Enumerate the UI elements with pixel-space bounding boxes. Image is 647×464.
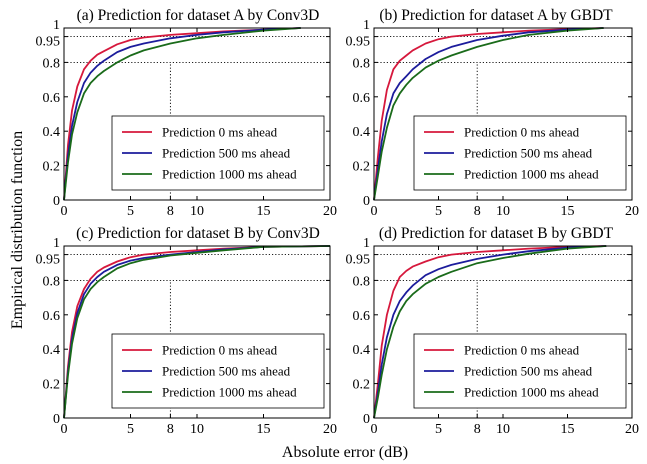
y-tick-label: 0 bbox=[53, 194, 60, 209]
y-tick-label: 0.2 bbox=[43, 160, 61, 175]
x-tick-label: 0 bbox=[371, 204, 378, 219]
y-tick-label: 0.2 bbox=[353, 378, 371, 393]
legend-label: Prediction 500 ms ahead bbox=[162, 146, 291, 161]
panel-title: (c) Prediction for dataset B by Conv3D bbox=[76, 225, 320, 242]
y-tick-label: 1 bbox=[53, 236, 60, 251]
y-tick-label: 0.95 bbox=[346, 253, 371, 268]
panel-c: (c) Prediction for dataset B by Conv3D 0… bbox=[36, 225, 338, 437]
legend-label: Prediction 1000 ms ahead bbox=[162, 167, 297, 182]
panel-a: (a) Prediction for dataset A by Conv3D 0… bbox=[36, 7, 338, 219]
y-tick-label: 0 bbox=[363, 412, 370, 427]
y-tick-label: 0.4 bbox=[353, 343, 371, 358]
legend-label: Prediction 500 ms ahead bbox=[464, 146, 593, 161]
y-tick-label: 0.2 bbox=[353, 160, 371, 175]
x-tick-label: 10 bbox=[496, 422, 510, 437]
x-tick-label: 15 bbox=[257, 422, 271, 437]
y-tick-label: 0.6 bbox=[353, 91, 371, 106]
legend-label: Prediction 500 ms ahead bbox=[464, 364, 593, 379]
legend-label: Prediction 1000 ms ahead bbox=[464, 167, 599, 182]
y-tick-label: 0.8 bbox=[43, 274, 61, 289]
panel-title: (b) Prediction for dataset A by GBDT bbox=[379, 7, 613, 24]
x-tick-label: 10 bbox=[496, 204, 510, 219]
series-line bbox=[373, 27, 604, 201]
panel-title: (a) Prediction for dataset A by Conv3D bbox=[77, 7, 320, 24]
x-tick-label: 15 bbox=[561, 422, 575, 437]
x-tick-label: 5 bbox=[127, 204, 134, 219]
legend-label: Prediction 0 ms ahead bbox=[162, 125, 278, 140]
y-tick-label: 1 bbox=[53, 18, 60, 33]
x-tick-label: 20 bbox=[323, 422, 337, 437]
panel-d: (d) Prediction for dataset B by GBDT 0 5 8… bbox=[346, 225, 640, 437]
panel-title: (d) Prediction for dataset B by GBDT bbox=[379, 225, 614, 242]
x-tick-label: 10 bbox=[190, 204, 204, 219]
y-tick-label: 0.8 bbox=[353, 274, 371, 289]
x-tick-label: 5 bbox=[127, 422, 134, 437]
x-tick-label: 0 bbox=[61, 422, 68, 437]
figure-ylabel: Empirical distribution function bbox=[9, 131, 26, 329]
series-line bbox=[63, 27, 301, 201]
y-tick-label: 1 bbox=[363, 18, 370, 33]
series-line bbox=[63, 245, 331, 419]
y-tick-label: 1 bbox=[363, 236, 370, 251]
x-tick-label: 5 bbox=[435, 204, 442, 219]
y-tick-label: 0.8 bbox=[353, 56, 371, 71]
y-tick-label: 0.95 bbox=[36, 253, 61, 268]
series-line bbox=[63, 27, 301, 201]
series-line bbox=[373, 27, 604, 201]
legend-label: Prediction 1000 ms ahead bbox=[464, 385, 599, 400]
series-line bbox=[373, 245, 607, 419]
x-tick-label: 8 bbox=[167, 204, 174, 219]
y-tick-label: 0.2 bbox=[43, 378, 61, 393]
legend-label: Prediction 0 ms ahead bbox=[464, 343, 580, 358]
y-tick-label: 0.6 bbox=[43, 309, 61, 324]
series-line bbox=[373, 27, 604, 201]
y-tick-label: 0.6 bbox=[43, 91, 61, 106]
y-tick-label: 0.8 bbox=[43, 56, 61, 71]
series-line bbox=[373, 245, 607, 419]
series-line bbox=[63, 245, 331, 419]
series-line bbox=[63, 27, 301, 201]
x-tick-label: 8 bbox=[474, 204, 481, 219]
y-tick-label: 0.6 bbox=[353, 309, 371, 324]
y-tick-label: 0 bbox=[53, 412, 60, 427]
x-tick-label: 0 bbox=[371, 422, 378, 437]
x-tick-label: 8 bbox=[167, 422, 174, 437]
y-tick-label: 0.95 bbox=[346, 35, 371, 50]
series-line bbox=[373, 245, 607, 419]
y-tick-label: 0.4 bbox=[353, 125, 371, 140]
y-tick-label: 0.95 bbox=[36, 35, 61, 50]
legend-label: Prediction 0 ms ahead bbox=[464, 125, 580, 140]
x-tick-label: 15 bbox=[561, 204, 575, 219]
x-tick-label: 0 bbox=[61, 204, 68, 219]
figure-xlabel: Absolute error (dB) bbox=[282, 444, 408, 461]
x-tick-label: 20 bbox=[625, 204, 639, 219]
panel-b: (b) Prediction for dataset A by GBDT 0 5 8… bbox=[346, 7, 640, 219]
legend-label: Prediction 500 ms ahead bbox=[162, 364, 291, 379]
x-tick-label: 8 bbox=[474, 422, 481, 437]
y-tick-label: 0.4 bbox=[43, 343, 61, 358]
y-tick-label: 0 bbox=[363, 194, 370, 209]
legend-label: Prediction 1000 ms ahead bbox=[162, 385, 297, 400]
x-tick-label: 10 bbox=[190, 422, 204, 437]
x-tick-label: 5 bbox=[435, 422, 442, 437]
x-tick-label: 15 bbox=[257, 204, 271, 219]
x-tick-label: 20 bbox=[625, 422, 639, 437]
y-tick-label: 0.4 bbox=[43, 125, 61, 140]
legend-label: Prediction 0 ms ahead bbox=[162, 343, 278, 358]
x-tick-label: 20 bbox=[323, 204, 337, 219]
